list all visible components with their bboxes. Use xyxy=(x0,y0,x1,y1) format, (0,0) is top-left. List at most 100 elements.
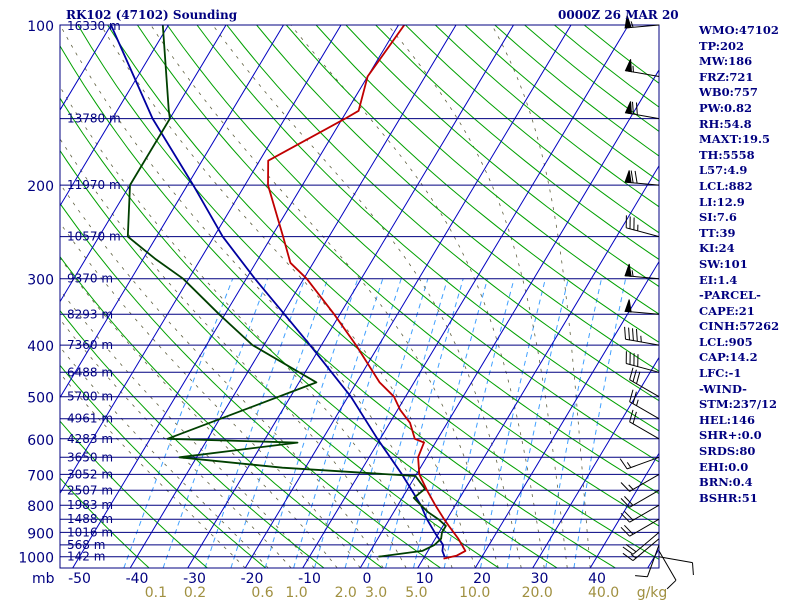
parcel-trace xyxy=(110,25,446,558)
dewpoint-trace xyxy=(126,25,447,558)
index-item: SRDS:80 xyxy=(699,444,756,459)
dry-adiabat xyxy=(60,309,325,568)
pressure-tick-label: 400 xyxy=(27,339,54,355)
mixing-ratio-line xyxy=(230,278,329,568)
moist-adiabat xyxy=(100,25,476,568)
wind-barb xyxy=(624,263,660,280)
dry-adiabat xyxy=(60,364,267,568)
dry-adiabat xyxy=(256,25,659,372)
moist-adiabat xyxy=(212,25,522,568)
pressure-tick-label: 200 xyxy=(27,179,54,195)
isotherm xyxy=(244,25,572,568)
wind-barb xyxy=(624,170,660,186)
pressure-tick-label: 100 xyxy=(27,19,54,35)
mixing-ratio-line xyxy=(413,278,488,568)
moist-adiabat xyxy=(60,86,430,568)
dry-adiabat xyxy=(77,25,659,560)
dry-adiabat xyxy=(315,25,659,315)
index-item: CAP:14.2 xyxy=(699,350,758,365)
height-label: 6488 m xyxy=(67,365,113,379)
mixing-ratio-line xyxy=(573,278,627,568)
pressure-unit-label: mb xyxy=(32,571,55,587)
dry-adiabat xyxy=(60,202,441,568)
mixing-ratio-label: 40.0 xyxy=(588,585,619,600)
moist-adiabat xyxy=(60,257,338,568)
dry-adiabat xyxy=(196,25,659,432)
height-label: 8293 m xyxy=(67,307,113,321)
mixing-ratio-line xyxy=(314,278,402,568)
mixing-ratio-line xyxy=(545,278,602,568)
temperature-tick-label: -20 xyxy=(241,571,264,587)
height-label: 142 m xyxy=(67,550,105,564)
wind-barb xyxy=(619,456,660,470)
mixing-ratio-line xyxy=(367,278,449,568)
mixing-ratio-label: 5.0 xyxy=(405,585,427,600)
isotherm xyxy=(417,164,659,568)
pressure-tick-label: 800 xyxy=(27,499,54,515)
temperature-tick-label: 30 xyxy=(531,571,549,587)
height-label: 10570 m xyxy=(67,230,121,244)
moist-adiabat xyxy=(150,25,499,568)
isotherms xyxy=(60,25,659,568)
height-label: 2507 m xyxy=(67,483,113,497)
mixing-ratio-label: 20.0 xyxy=(522,585,553,600)
wind-barb xyxy=(629,367,660,398)
pressure-tick-label: 500 xyxy=(27,391,54,407)
height-label: 7360 m xyxy=(67,338,113,352)
temperature-tick-label: 10 xyxy=(416,571,434,587)
isotherm xyxy=(589,452,659,568)
wind-barb xyxy=(624,15,660,29)
sounding-traces xyxy=(110,25,467,560)
mixing-ratio-lines xyxy=(123,278,627,568)
moist-adiabat xyxy=(387,25,568,568)
moist-adiabat xyxy=(290,25,545,568)
isotherm xyxy=(532,356,659,568)
plot-frame xyxy=(59,24,660,569)
wind-barb xyxy=(635,544,660,578)
temperature-tick-label: -10 xyxy=(298,571,321,587)
index-item: RH:54.8 xyxy=(699,116,752,131)
isotherm xyxy=(60,25,227,303)
mixing-ratio-label: 2.0 xyxy=(335,585,357,600)
mixing-ratio-label: 0.2 xyxy=(184,585,206,600)
dry-adiabat xyxy=(60,420,208,568)
pressure-tick-label: 600 xyxy=(27,433,54,449)
index-item: HEL:146 xyxy=(699,412,755,427)
height-label: 13780 m xyxy=(67,112,121,126)
mixing-ratio-line xyxy=(443,278,515,568)
isotherm xyxy=(474,260,659,568)
sounding-datetime: 0000Z 26 MAR 20 xyxy=(558,8,679,22)
index-item: WB0:757 xyxy=(699,85,758,100)
temperature-tick-label: 20 xyxy=(473,571,491,587)
moist-adiabat xyxy=(60,222,361,568)
index-item: CINH:57262 xyxy=(699,319,780,334)
index-item: BRN:0.4 xyxy=(699,475,753,490)
index-item: PW:0.82 xyxy=(699,100,753,115)
mixing-ratio-line xyxy=(385,278,464,568)
moist-adiabat xyxy=(491,25,591,568)
dry-adiabat xyxy=(60,477,150,568)
mixing-ratio-line xyxy=(480,278,546,568)
index-item: TT:39 xyxy=(699,225,736,240)
temperature-tick-label: -40 xyxy=(126,571,149,587)
mixing-ratio-label: 0.6 xyxy=(251,585,273,600)
mixing-ratio-label: 10.0 xyxy=(459,585,490,600)
index-item: SHR+:0.0 xyxy=(699,428,762,443)
index-item: SI:7.6 xyxy=(699,210,737,225)
isotherm xyxy=(359,69,659,568)
height-label: 568 m xyxy=(67,538,105,552)
index-item: STM:237/12 xyxy=(699,397,778,412)
height-label: 1488 m xyxy=(67,512,113,526)
index-item: EI:1.4 xyxy=(699,272,738,287)
wind-barb xyxy=(625,215,660,238)
temperature-tick-label: -50 xyxy=(68,571,91,587)
isotherm xyxy=(187,25,514,568)
index-item: LCL:905 xyxy=(699,334,753,349)
wind-barb xyxy=(629,409,660,440)
dry-adiabat xyxy=(226,25,659,402)
mixing-ratio-line xyxy=(123,278,234,568)
moist-adiabat xyxy=(60,138,407,568)
wind-barb xyxy=(658,556,694,576)
index-item: LFC:-1 xyxy=(699,366,742,381)
